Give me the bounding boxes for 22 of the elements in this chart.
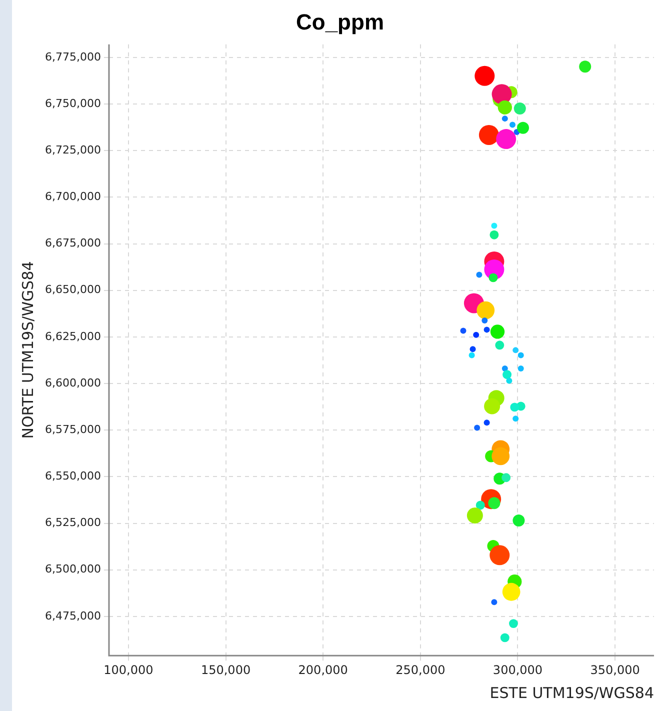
x-tick-label: 300,000 — [492, 662, 543, 677]
y-tick-label: 6,750,000 — [45, 96, 101, 110]
chart-title: Co_ppm — [296, 9, 384, 34]
y-tick-label: 6,725,000 — [45, 143, 101, 156]
y-tick-label: 6,575,000 — [45, 422, 101, 436]
y-tick-label: 6,600,000 — [45, 376, 101, 390]
y-axis-title: NORTE UTM19S/WGS84 — [18, 261, 37, 439]
y-tick-label: 6,675,000 — [45, 236, 101, 250]
x-tick-label: 250,000 — [396, 662, 446, 677]
y-tick-label: 6,650,000 — [45, 283, 101, 296]
x-tick-label: 100,000 — [104, 662, 154, 677]
x-tick-label: 150,000 — [200, 662, 251, 677]
x-axis-title: ESTE UTM19S/WGS84 — [490, 684, 654, 702]
y-tick-label: 6,775,000 — [45, 50, 101, 64]
x-tick-label: 200,000 — [298, 662, 348, 677]
y-tick-label: 6,500,000 — [45, 562, 101, 576]
y-tick-label: 6,475,000 — [45, 609, 101, 622]
y-tick-label: 6,550,000 — [45, 470, 101, 483]
x-tick-label: 350,000 — [590, 662, 640, 677]
y-tick-label: 6,700,000 — [45, 190, 101, 204]
y-tick-label: 6,625,000 — [45, 330, 101, 343]
y-tick-label: 6,525,000 — [45, 516, 101, 530]
